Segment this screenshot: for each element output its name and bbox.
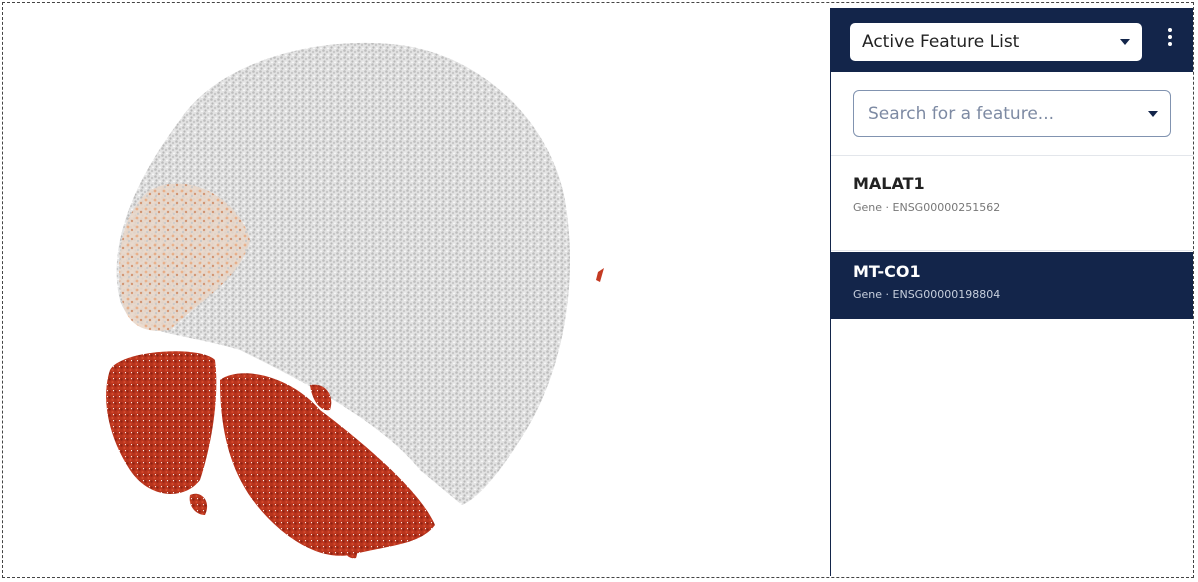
- cell-cluster: [119, 183, 250, 331]
- feature-panel: Active Feature List Search for a feature…: [830, 8, 1193, 576]
- feature-item-selected[interactable]: MT-CO1 Gene · ENSG00000198804: [831, 252, 1193, 319]
- feature-list-dropdown[interactable]: Active Feature List: [850, 23, 1142, 61]
- caret-icon: [1120, 39, 1130, 45]
- cell-cluster: [116, 42, 570, 505]
- embedding-plot: [106, 42, 604, 559]
- more-menu-button[interactable]: [1165, 28, 1175, 52]
- search-placeholder: Search for a feature...: [868, 103, 1054, 124]
- feature-item[interactable]: MALAT1 Gene · ENSG00000251562: [831, 155, 1193, 251]
- feature-name: MALAT1: [853, 174, 925, 193]
- feature-detail: Gene · ENSG00000251562: [853, 201, 1001, 214]
- caret-icon: [1148, 110, 1158, 117]
- cell-cluster: [220, 373, 435, 556]
- dropdown-label: Active Feature List: [862, 32, 1020, 52]
- feature-name: MT-CO1: [853, 262, 921, 281]
- feature-detail: Gene · ENSG00000198804: [853, 288, 1001, 301]
- panel-header: Active Feature List: [831, 8, 1193, 72]
- cell-cluster: [106, 351, 217, 494]
- cell-cluster: [596, 268, 604, 282]
- feature-search[interactable]: Search for a feature...: [853, 90, 1171, 137]
